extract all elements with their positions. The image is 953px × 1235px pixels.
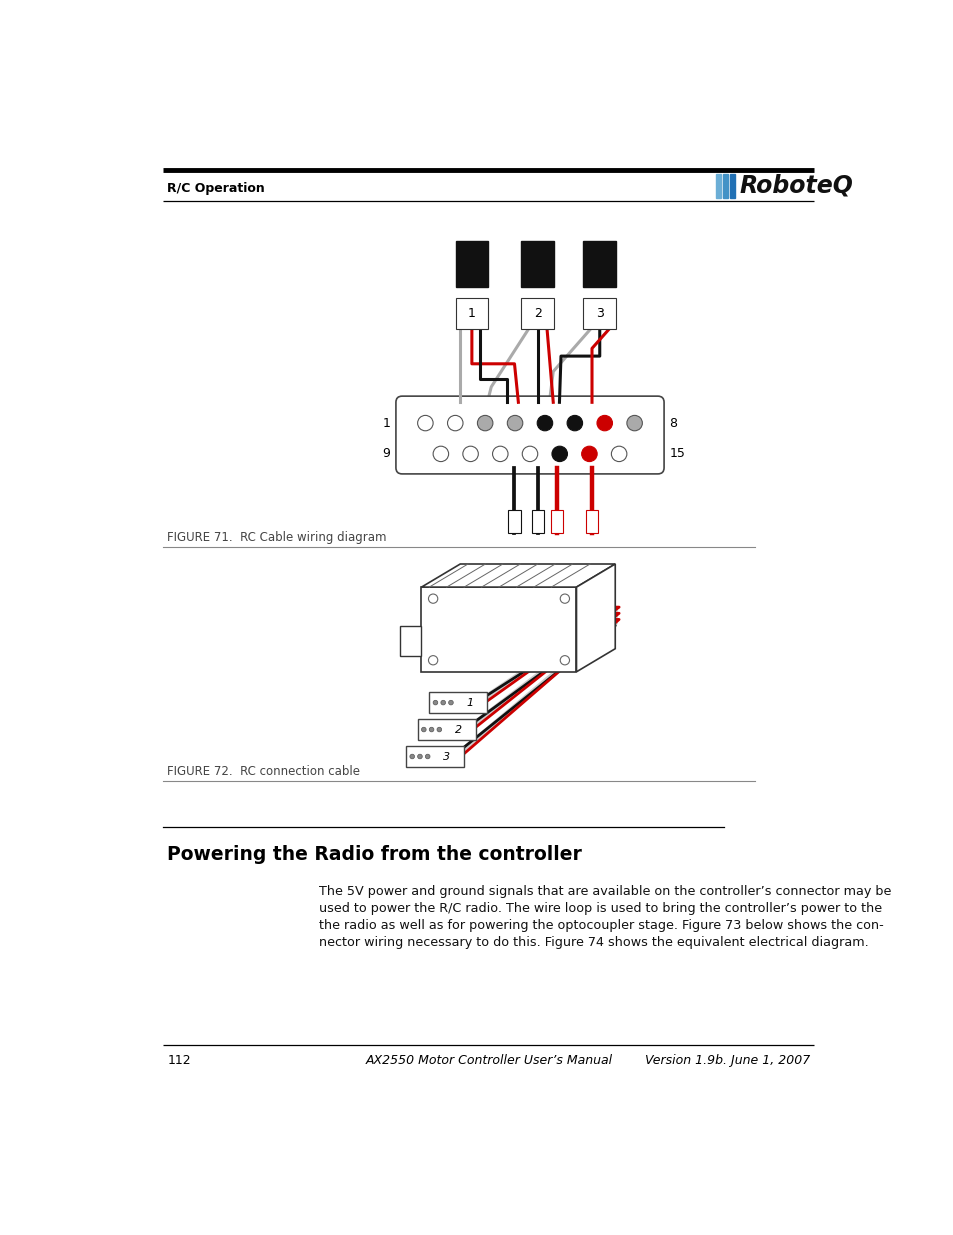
Circle shape [410,755,415,758]
Text: The 5V power and ground signals that are available on the controller’s connector: The 5V power and ground signals that are… [319,885,891,898]
Circle shape [537,415,552,431]
Text: used to power the R/C radio. The wire loop is used to bring the controller’s pow: used to power the R/C radio. The wire lo… [319,902,882,915]
Bar [521,241,554,287]
Bar [521,299,554,330]
Circle shape [447,415,462,431]
Text: 15: 15 [669,447,684,461]
Circle shape [436,727,441,732]
Circle shape [448,700,453,705]
Bar [722,174,728,199]
Bar [531,510,543,534]
Circle shape [440,700,445,705]
Circle shape [566,415,582,431]
Text: 2: 2 [534,308,541,320]
Circle shape [462,446,477,462]
Circle shape [492,446,508,462]
FancyBboxPatch shape [395,396,663,474]
Text: AX2550 Motor Controller User’s Manual: AX2550 Motor Controller User’s Manual [365,1055,612,1067]
Circle shape [417,755,422,758]
Bar [406,746,464,767]
Text: 1: 1 [468,308,476,320]
Text: 1: 1 [466,698,473,708]
Text: Version 1.9b. June 1, 2007: Version 1.9b. June 1, 2007 [644,1055,810,1067]
Bar [729,174,735,199]
Circle shape [521,446,537,462]
Bar [508,510,520,534]
Bar [583,241,616,287]
Circle shape [417,415,433,431]
Circle shape [597,415,612,431]
Circle shape [433,700,437,705]
Circle shape [428,594,437,603]
Bar [583,299,616,330]
Text: Powering the Radio from the controller: Powering the Radio from the controller [167,845,581,863]
Bar [421,587,576,672]
Bar [429,692,487,714]
Text: 2: 2 [455,725,461,735]
Circle shape [611,446,626,462]
Text: 9: 9 [382,447,390,461]
Text: 3: 3 [442,752,450,762]
Text: 112: 112 [167,1055,191,1067]
Bar [716,174,720,199]
Bar [456,241,488,287]
Circle shape [559,656,569,664]
Text: nector wiring necessary to do this. Figure 74 shows the equivalent electrical di: nector wiring necessary to do this. Figu… [319,936,868,948]
Circle shape [581,446,597,462]
Text: 8: 8 [669,416,677,430]
Circle shape [433,446,448,462]
Circle shape [425,755,430,758]
Text: the radio as well as for powering the optocoupler stage. Figure 73 below shows t: the radio as well as for powering the op… [319,919,883,932]
Bar [456,299,488,330]
Text: R/C Operation: R/C Operation [167,182,265,195]
Bar [417,719,476,740]
Circle shape [428,656,437,664]
Polygon shape [421,564,615,587]
Circle shape [626,415,641,431]
Circle shape [559,594,569,603]
Bar [550,510,562,534]
Circle shape [476,415,493,431]
Polygon shape [576,564,615,672]
Bar [585,510,598,534]
Text: 3: 3 [596,308,603,320]
Circle shape [421,727,426,732]
Text: RoboteQ: RoboteQ [739,173,852,198]
Circle shape [429,727,434,732]
Text: FIGURE 72.  RC connection cable: FIGURE 72. RC connection cable [167,766,360,778]
Circle shape [507,415,522,431]
Circle shape [552,446,567,462]
Text: FIGURE 71.  RC Cable wiring diagram: FIGURE 71. RC Cable wiring diagram [167,531,386,545]
Bar [399,626,421,656]
Text: 1: 1 [382,416,390,430]
